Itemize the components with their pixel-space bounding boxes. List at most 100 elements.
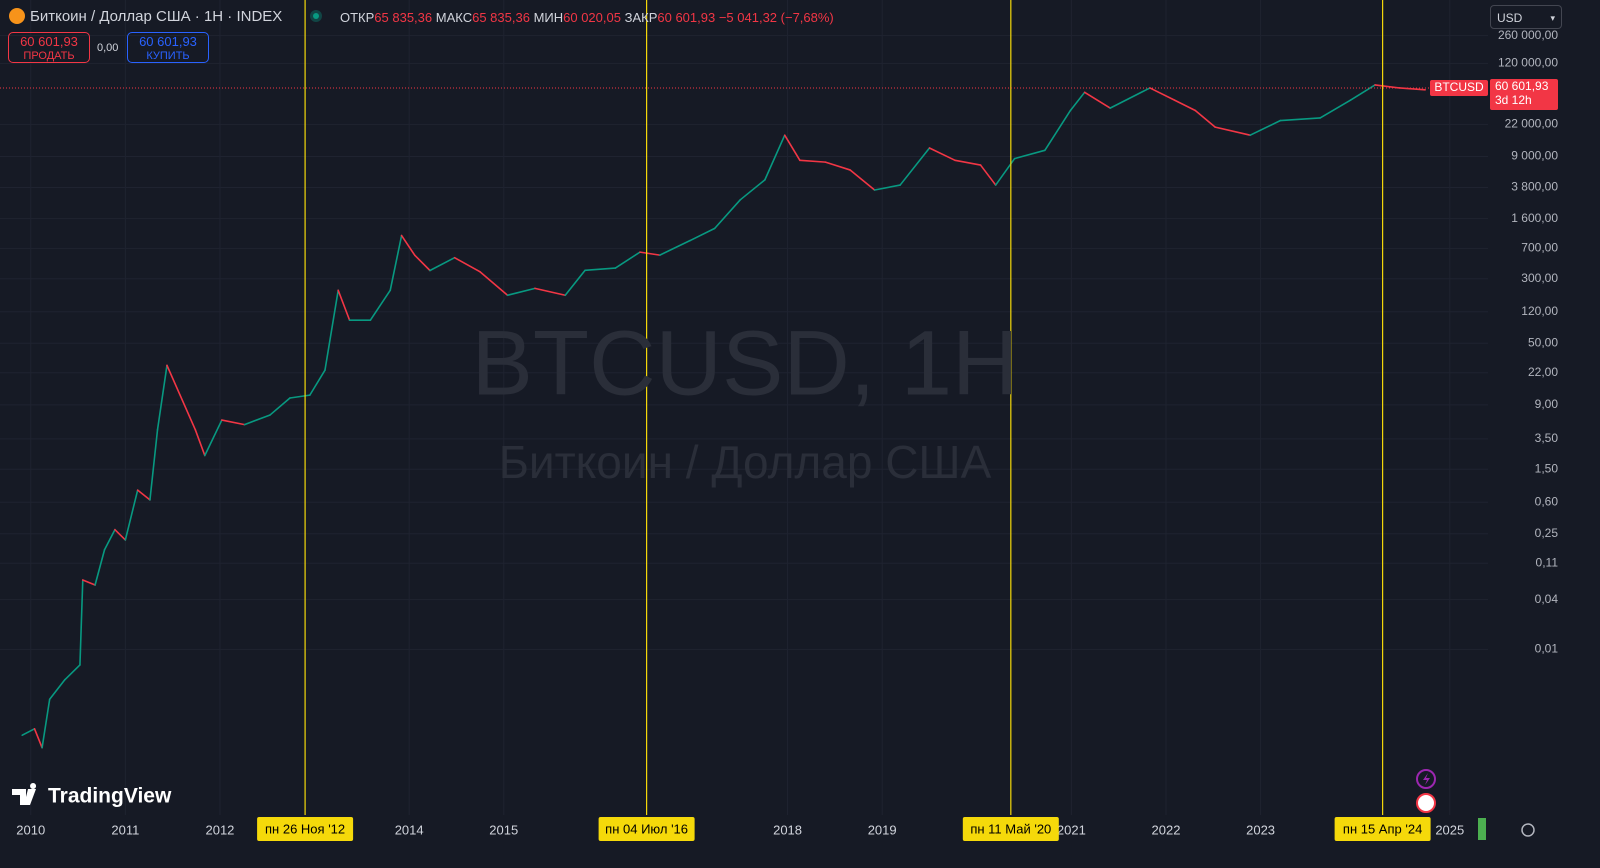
price-segment [783,134,801,162]
events-icon-bolt [1423,773,1430,785]
price-segment [1044,109,1072,152]
price-segment [928,147,956,162]
session-bar [1478,818,1486,840]
price-segment [639,251,661,256]
y-tick-label: 0,60 [1535,494,1559,508]
logo: TradingView [12,783,172,808]
low-label: МИН [533,10,564,25]
price-segment [389,234,403,292]
sell-label: ПРОДАТЬ [23,50,75,62]
price-segment [1069,91,1086,112]
price-segment [1319,99,1352,119]
watermark-symbol: BTCUSD, 1H [472,312,1019,414]
buy-label: КУПИТЬ [146,50,190,62]
price-segment [1083,91,1111,109]
price-segment [1013,149,1046,160]
low-value: 60 020,05 [563,10,621,25]
logo-text: TradingView [48,785,172,808]
price-segment [614,251,641,269]
price-segment [400,234,416,257]
price-segment [764,134,786,181]
price-segment [1214,126,1251,136]
currency-select[interactable]: USD ▾ [1490,5,1562,29]
spread: 0,00 [97,42,119,54]
price-segment [824,161,851,171]
price-segment [221,419,246,426]
y-tick-label: 260 000,00 [1498,28,1558,42]
sell-price: 60 601,93 [20,34,78,49]
price-segment [33,727,43,749]
open-label: ОТКР [340,10,375,25]
y-tick-label: 22 000,00 [1505,117,1559,131]
y-tick-label: 3,50 [1535,431,1559,445]
price-segment [324,289,340,372]
y-tick-label: 1,50 [1535,461,1559,475]
price-segment [584,267,617,272]
x-tick-label: 2018 [773,822,802,837]
y-tick-label: 0,25 [1535,526,1559,540]
price-segment [114,528,127,541]
price-segment [179,394,197,431]
price-segment [337,289,351,321]
price-segment [204,419,223,457]
price-segment [243,414,271,426]
marker-label-box [257,817,354,841]
x-tick-label: 2022 [1152,822,1181,837]
price-segment [954,159,982,166]
price-tag-box [1490,78,1558,110]
settings-icon[interactable] [1521,823,1535,837]
y-tick-label: 0,11 [1536,555,1559,569]
high-value: 65 835,36 [472,10,530,25]
price-segment [1349,84,1376,101]
buy-button[interactable]: 60 601,93 КУПИТЬ [127,32,209,63]
price-segment [309,369,326,396]
price-segment [64,664,81,681]
dropdown-arrow: ▾ [1550,13,1555,23]
symbol-icon [9,8,25,24]
y-tick-label: 3 800,00 [1511,180,1558,194]
y-tick-label: 9 000,00 [1511,149,1558,163]
x-tick-label: 2012 [205,822,234,837]
symbol-title[interactable]: Биткоин / Доллар США · 1H · INDEX [30,8,283,25]
watermark-description: Биткоин / Доллар США [499,436,992,488]
price-segment [429,256,456,272]
y-tick-label: 22,00 [1528,365,1558,379]
economic-event-icon[interactable] [1416,793,1436,813]
price-segment [564,269,586,297]
price-segment [979,164,997,186]
x-tick-label: 2015 [489,822,518,837]
price-segment [166,364,182,397]
x-tick-label: 2019 [868,822,897,837]
change-value: −5 041,32 (−7,68%) [718,10,834,25]
y-tick-label: 1 600,00 [1511,211,1558,225]
price-segment [21,727,36,737]
x-tick-label: 2011 [111,822,139,837]
price-segment [414,254,431,272]
x-tick-label: 2025 [1435,822,1464,837]
close-value: 60 601,93 [657,10,716,25]
price-segment [1374,84,1401,89]
y-tick-label: 0,04 [1535,592,1559,606]
x-tick-label: 2023 [1246,822,1275,837]
marker-label: пн 04 Июл '16 [605,821,688,836]
price-segment [289,394,311,399]
price-segment [94,548,106,586]
high-label: МАКС [435,10,473,25]
price-segment [1194,109,1216,128]
price-axis [1488,0,1600,815]
price-segment [124,489,139,541]
price-segment [849,169,876,191]
price-segment [269,397,291,416]
sell-button[interactable]: 60 601,93 ПРОДАТЬ [8,32,90,63]
price-segment [48,678,66,701]
y-tick-label: 700,00 [1521,241,1558,255]
marker-label-box [962,817,1059,841]
y-tick-label: 0,01 [1535,642,1559,656]
price-tag-countdown: 3d 12h [1495,93,1532,107]
marker-label: пн 15 Апр '24 [1343,821,1422,836]
price-segment [81,579,96,586]
marker-label-box [1334,817,1431,841]
events-icon[interactable] [1416,769,1436,789]
price-segment [689,227,716,242]
